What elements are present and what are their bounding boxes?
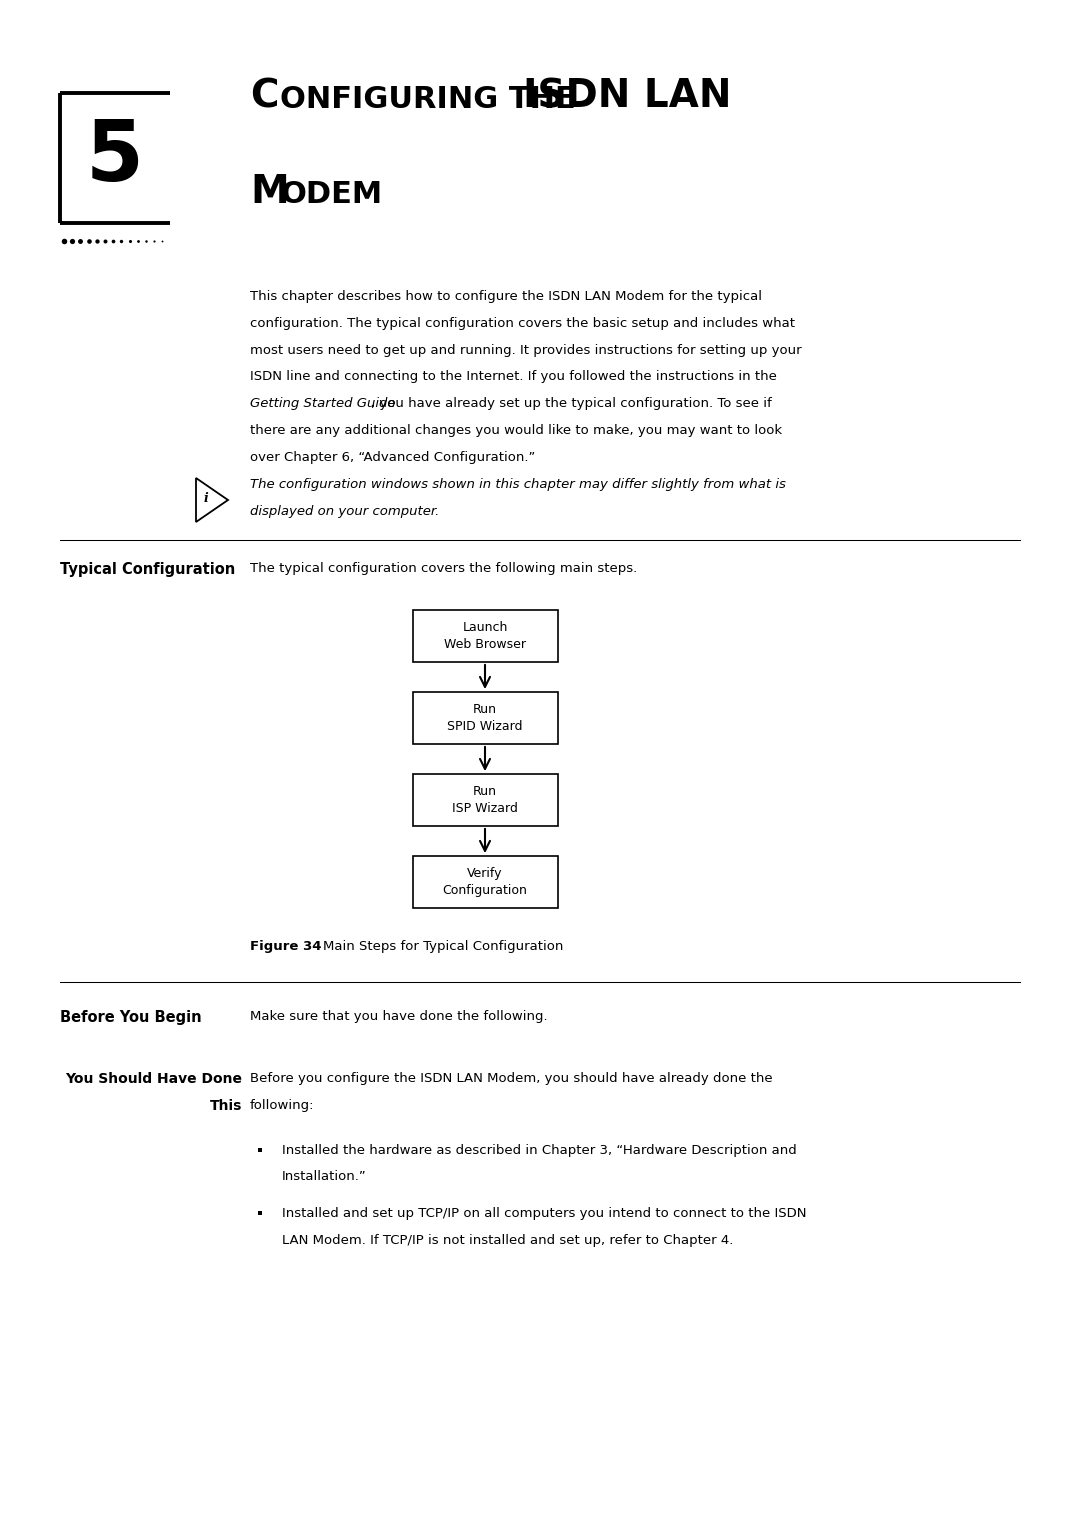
Text: following:: following: [249,1099,314,1112]
Text: Installed and set up TCP/IP on all computers you intend to connect to the ISDN: Installed and set up TCP/IP on all compu… [282,1207,807,1221]
Text: This: This [210,1099,242,1112]
Text: Installed the hardware as described in Chapter 3, “Hardware Description and: Installed the hardware as described in C… [282,1143,797,1157]
Bar [413,692,557,744]
Text: ODEM: ODEM [280,180,382,209]
Text: Typical Configuration: Typical Configuration [60,562,235,578]
Text: Run
ISP Wizard: Run ISP Wizard [453,785,518,814]
Text: configuration. The typical configuration covers the basic setup and includes wha: configuration. The typical configuration… [249,316,795,330]
Text: i: i [204,492,208,504]
Text: Before you configure the ISDN LAN Modem, you should have already done the: Before you configure the ISDN LAN Modem,… [249,1073,772,1085]
Text: Verify
Configuration: Verify Configuration [443,866,527,897]
Text: displayed on your computer.: displayed on your computer. [249,504,440,518]
Text: LAN Modem. If TCP/IP is not installed and set up, refer to Chapter 4.: LAN Modem. If TCP/IP is not installed an… [282,1235,733,1247]
Text: there are any additional changes you would like to make, you may want to look: there are any additional changes you wou… [249,423,782,437]
Text: You Should Have Done: You Should Have Done [65,1073,242,1086]
Text: Make sure that you have done the following.: Make sure that you have done the followi… [249,1010,548,1024]
Text: , you have already set up the typical configuration. To see if: , you have already set up the typical co… [370,397,771,410]
Bar [413,856,557,908]
Text: This chapter describes how to configure the ISDN LAN Modem for the typical: This chapter describes how to configure … [249,290,762,303]
Text: Getting Started Guide: Getting Started Guide [249,397,395,410]
Text: Installation.”: Installation.” [282,1170,367,1183]
Text: The typical configuration covers the following main steps.: The typical configuration covers the fol… [249,562,637,575]
Text: Run
SPID Wizard: Run SPID Wizard [447,703,523,733]
Bar [413,775,557,827]
Text: most users need to get up and running. It provides instructions for setting up y: most users need to get up and running. I… [249,344,801,356]
Text: over Chapter 6, “Advanced Configuration.”: over Chapter 6, “Advanced Configuration.… [249,451,536,465]
Text: Launch
Web Browser: Launch Web Browser [444,620,526,651]
Bar [413,610,557,662]
Text: ISDN LAN: ISDN LAN [523,78,731,116]
Text: 5: 5 [86,118,144,199]
Text: The configuration windows shown in this chapter may differ slightly from what is: The configuration windows shown in this … [249,478,786,490]
Text: C: C [249,78,279,116]
Text: ONFIGURING THE: ONFIGURING THE [280,86,586,115]
Text: Figure 34: Figure 34 [249,940,322,953]
Text: Main Steps for Typical Configuration: Main Steps for Typical Configuration [323,940,563,953]
Text: Before You Begin: Before You Begin [60,1010,202,1025]
Text: M: M [249,173,288,211]
Text: ISDN line and connecting to the Internet. If you followed the instructions in th: ISDN line and connecting to the Internet… [249,370,777,384]
